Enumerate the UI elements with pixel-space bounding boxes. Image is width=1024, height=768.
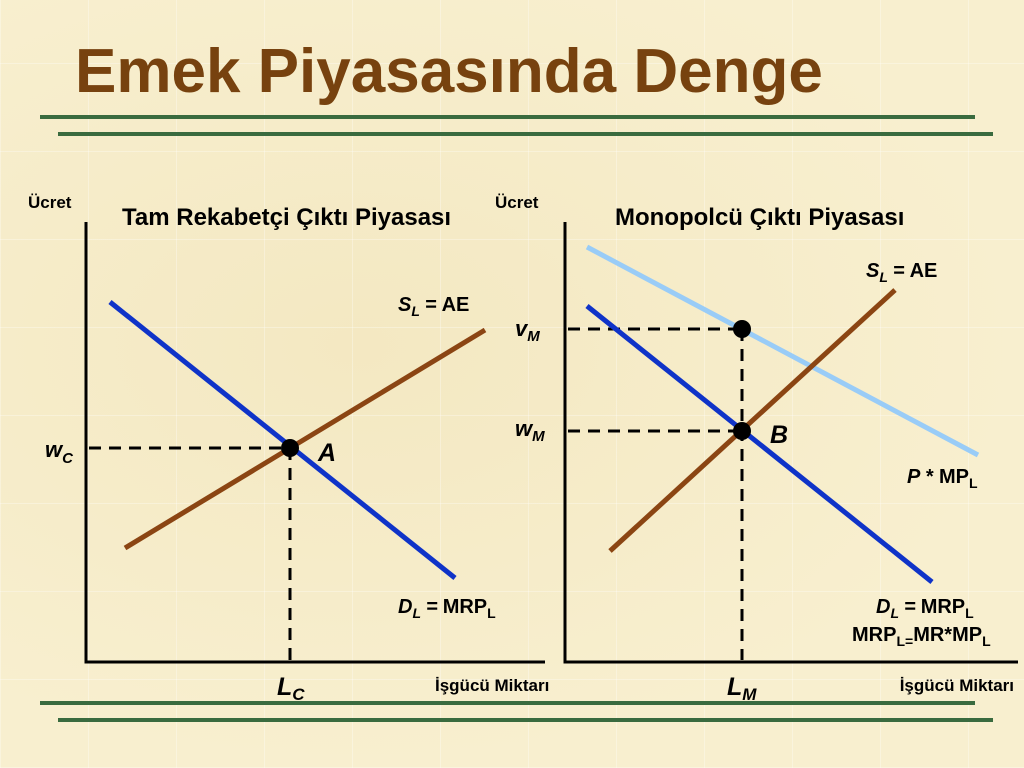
left-demand-label-symbol: D bbox=[398, 596, 412, 618]
right-demand-label-value-subscript: L bbox=[965, 605, 974, 621]
right-demand-label-value: MRP bbox=[921, 596, 965, 618]
mrp-formula: MRPL=MR*MPL bbox=[852, 624, 991, 649]
right-demand-label-symbol: D bbox=[876, 596, 890, 618]
wage-label-wc-symbol: w bbox=[45, 437, 64, 462]
left-supply-curve bbox=[123, 327, 487, 551]
right-supply-label-equals: = bbox=[893, 260, 905, 282]
right-supply-label-value: AE bbox=[910, 260, 938, 282]
right-supply-label-subscript: L bbox=[879, 269, 888, 285]
quantity-label-lm-symbol: L bbox=[727, 673, 742, 701]
left-y-axis-label: Ücret bbox=[28, 193, 72, 212]
right-vmp-curve bbox=[585, 244, 980, 458]
left-demand-curve bbox=[108, 300, 457, 580]
left-supply-label-equals: = bbox=[425, 294, 437, 316]
equilibrium-label-b: B bbox=[770, 421, 788, 449]
right-demand-curve bbox=[585, 304, 934, 584]
right-demand-label-subscript: L bbox=[890, 605, 899, 621]
value-label-vm-symbol: v bbox=[515, 316, 529, 341]
quantity-label-lm-subscript: M bbox=[742, 685, 757, 704]
quantity-label-lc: LC bbox=[277, 673, 305, 704]
vmp-label-value-subscript: L bbox=[969, 475, 978, 491]
mrp-formula-part1: MRP bbox=[852, 624, 896, 646]
right-demand-label: DL = MRPL bbox=[876, 596, 974, 621]
right-x-axis-label: İşgücü Miktarı bbox=[900, 676, 1014, 695]
left-demand-label-value-subscript: L bbox=[487, 605, 496, 621]
left-demand-label-value: MRP bbox=[443, 596, 487, 618]
left-demand-label-subscript: L bbox=[412, 605, 421, 621]
left-supply-label-subscript: L bbox=[411, 303, 420, 319]
equilibrium-point-a bbox=[281, 439, 299, 457]
wage-label-wc: wC bbox=[45, 437, 74, 467]
equilibrium-point-b bbox=[733, 422, 751, 440]
quantity-label-lc-subscript: C bbox=[292, 685, 305, 704]
wage-label-wm-subscript: M bbox=[532, 428, 545, 445]
right-supply-curve bbox=[608, 288, 897, 553]
right-panel-title: Monopolcü Çıktı Piyasası bbox=[615, 204, 904, 231]
wage-label-wm-symbol: w bbox=[515, 416, 534, 441]
vmp-label-value: MP bbox=[939, 466, 969, 488]
wage-label-wc-subscript: C bbox=[62, 450, 74, 467]
right-supply-label-symbol: S bbox=[866, 260, 880, 282]
right-demand-label-equals: = bbox=[904, 596, 916, 618]
mrp-formula-sub1: L= bbox=[896, 633, 913, 649]
value-label-vm-subscript: M bbox=[527, 328, 540, 345]
left-supply-label-value: AE bbox=[442, 294, 470, 316]
vmp-label: P * MPL bbox=[907, 466, 978, 491]
left-demand-label-equals: = bbox=[426, 596, 438, 618]
right-supply-label: SL = AE bbox=[866, 260, 937, 285]
left-supply-label-symbol: S bbox=[398, 294, 412, 316]
slide-title: Emek Piyasasında Denge bbox=[75, 37, 823, 106]
mrp-formula-sub2: L bbox=[982, 633, 991, 649]
left-supply-label: SL = AE bbox=[398, 294, 469, 319]
right-panel: Ücret Monopolcü Çıktı Piyasası B vM wM S… bbox=[495, 193, 1018, 704]
value-label-vm: vM bbox=[515, 316, 540, 345]
left-panel-title: Tam Rekabetçi Çıktı Piyasası bbox=[122, 204, 451, 231]
left-demand-label: DL = MRPL bbox=[398, 596, 496, 621]
quantity-label-lc-symbol: L bbox=[277, 673, 292, 701]
left-x-axis-label: İşgücü Miktarı bbox=[435, 676, 549, 695]
quantity-label-lm: LM bbox=[727, 673, 757, 704]
mrp-formula-part2: MR*MP bbox=[913, 624, 982, 646]
vmp-label-price: P * bbox=[907, 466, 934, 488]
right-y-axis-label: Ücret bbox=[495, 193, 539, 212]
wage-label-wm: wM bbox=[515, 416, 545, 445]
left-panel: Ücret Tam Rekabetçi Çıktı Piyasası A wC … bbox=[28, 193, 549, 704]
vmp-point bbox=[733, 320, 751, 338]
equilibrium-label-a: A bbox=[317, 439, 336, 467]
